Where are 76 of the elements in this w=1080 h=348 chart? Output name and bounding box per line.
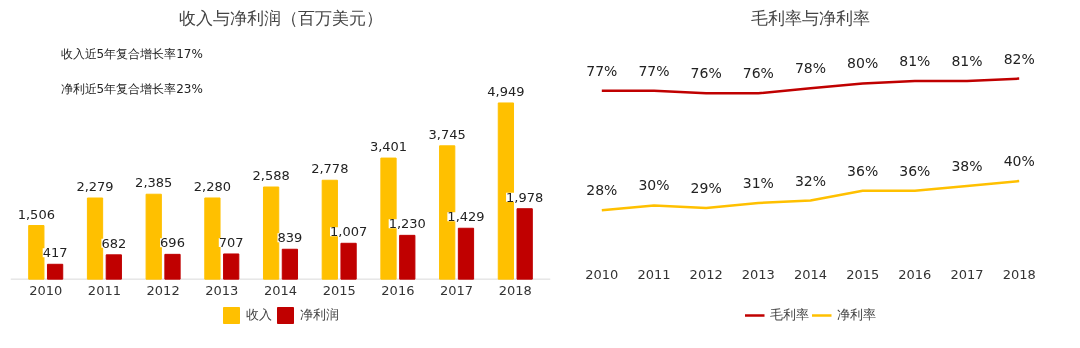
data-label: 81% bbox=[899, 53, 931, 70]
text: 净利近5年复合增长率23% bbox=[60, 81, 203, 96]
data-label: 682 bbox=[101, 235, 127, 251]
data-label: 32% bbox=[794, 172, 827, 189]
data-label: 707 bbox=[218, 234, 244, 250]
data-label: 80% bbox=[847, 55, 879, 72]
chart-title: 毛利率与净利率 bbox=[751, 7, 870, 28]
bar bbox=[46, 263, 64, 280]
data-label: 77% bbox=[586, 62, 618, 79]
data-label: 1,230 bbox=[388, 216, 426, 232]
x-tick-label: 2015 bbox=[846, 266, 880, 282]
x-tick-label: 2012 bbox=[689, 266, 723, 282]
data-label: 29% bbox=[690, 179, 722, 196]
x-tick-label: 2014 bbox=[793, 266, 828, 282]
bar bbox=[105, 254, 122, 280]
data-label: 1,007 bbox=[329, 224, 368, 240]
data-label: 38% bbox=[951, 157, 983, 174]
bar bbox=[86, 197, 104, 280]
x-tick-label: 2012 bbox=[146, 283, 180, 299]
x-tick-label: 2014 bbox=[263, 283, 298, 299]
data-label: 2,280 bbox=[193, 178, 232, 194]
data-label: 2,588 bbox=[252, 168, 290, 184]
data-label: 2,279 bbox=[76, 179, 114, 195]
data-label: 81% bbox=[951, 53, 983, 70]
data-label: 78% bbox=[794, 60, 827, 77]
x-tick-label: 2017 bbox=[950, 266, 984, 282]
x-tick-label: 2010 bbox=[585, 266, 619, 282]
x-tick-label: 2013 bbox=[205, 283, 239, 299]
data-label: 36% bbox=[899, 162, 931, 179]
bar bbox=[340, 242, 357, 280]
bar bbox=[28, 225, 45, 280]
bar bbox=[204, 197, 221, 280]
data-label: 36% bbox=[847, 162, 879, 179]
data-label: 4,949 bbox=[487, 83, 525, 99]
data-label: 28% bbox=[586, 182, 618, 199]
x-tick-label: 2013 bbox=[741, 266, 775, 282]
x-tick-label: 2015 bbox=[322, 283, 356, 299]
text: 收入近5年复合增长率17% bbox=[60, 46, 203, 61]
x-tick-label: 2011 bbox=[637, 266, 671, 282]
x-tick-label: 2016 bbox=[898, 266, 932, 282]
data-label: 2,385 bbox=[135, 175, 173, 191]
data-label: 3,401 bbox=[369, 139, 408, 155]
bar bbox=[457, 227, 475, 280]
data-label: 30% bbox=[638, 177, 670, 194]
chart-title: 收入与净利润（百万美元） bbox=[178, 7, 383, 28]
data-label: 696 bbox=[160, 235, 185, 251]
x-tick-label: 2016 bbox=[381, 283, 415, 299]
data-label: 82% bbox=[1003, 50, 1035, 67]
bar bbox=[164, 253, 181, 280]
bar bbox=[145, 193, 162, 280]
bar bbox=[399, 234, 416, 280]
data-label: 1,506 bbox=[17, 206, 55, 222]
bar bbox=[516, 208, 533, 280]
legend-label: 收入 bbox=[246, 306, 272, 324]
x-tick-label: 2017 bbox=[440, 283, 474, 299]
data-label: 76% bbox=[690, 65, 722, 82]
data-label: 2,778 bbox=[311, 161, 349, 177]
data-label: 1,978 bbox=[506, 189, 544, 205]
data-label: 76% bbox=[742, 65, 774, 82]
bar bbox=[281, 248, 299, 280]
data-label: 40% bbox=[1003, 153, 1035, 170]
legend-label: 净利润 bbox=[300, 306, 339, 324]
legend-label: 毛利率 bbox=[769, 306, 809, 324]
x-tick-label: 2011 bbox=[87, 283, 121, 299]
bar bbox=[262, 186, 280, 280]
data-label: 839 bbox=[277, 230, 303, 246]
legend-label: 净利率 bbox=[836, 306, 876, 324]
data-label: 77% bbox=[638, 62, 670, 79]
x-tick-label: 2018 bbox=[498, 283, 532, 299]
data-label: 417 bbox=[42, 245, 68, 261]
x-tick-label: 2010 bbox=[29, 283, 63, 299]
data-label: 1,429 bbox=[447, 209, 485, 225]
data-label: 3,745 bbox=[428, 126, 466, 142]
x-tick-label: 2018 bbox=[1002, 266, 1036, 282]
bar bbox=[223, 253, 240, 280]
data-label: 31% bbox=[742, 175, 774, 192]
